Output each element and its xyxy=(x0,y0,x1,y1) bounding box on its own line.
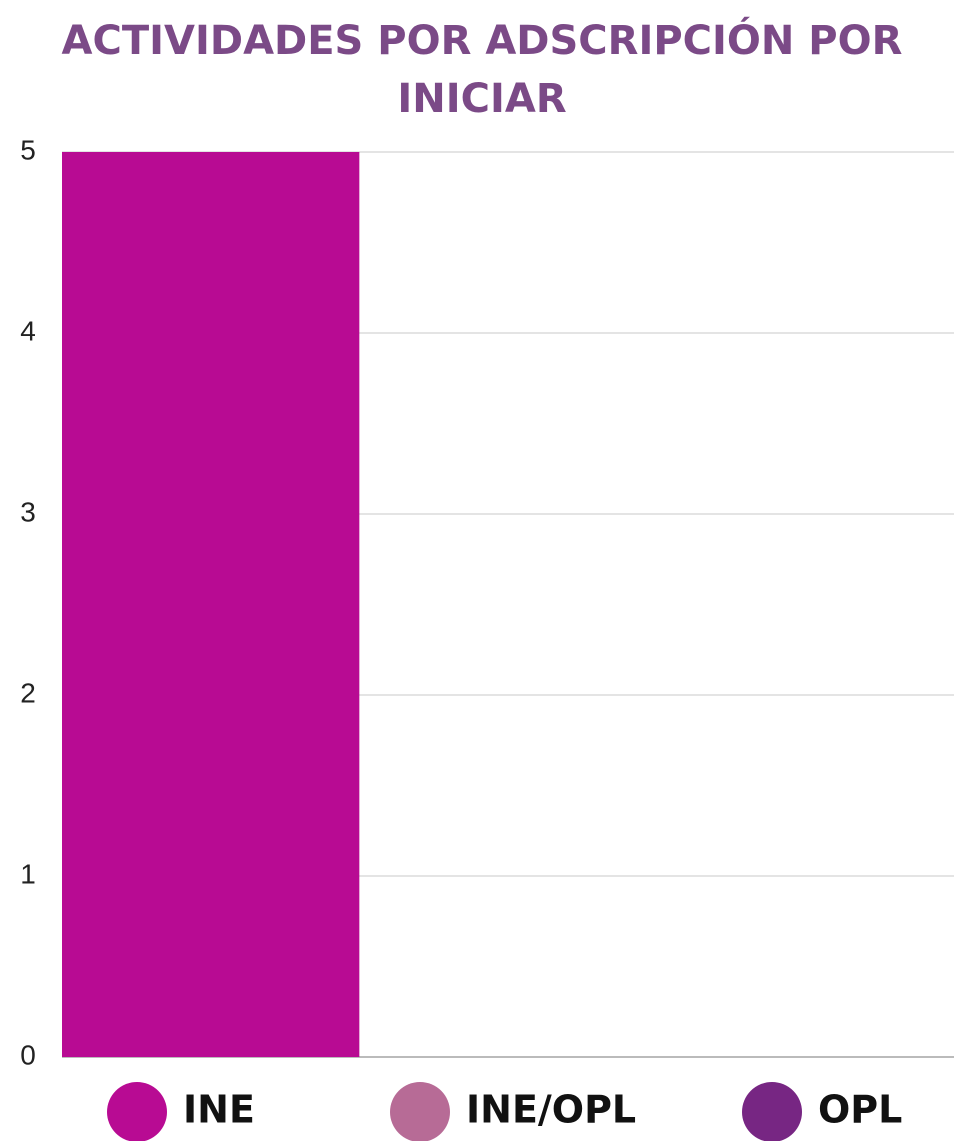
legend-label: INE/OPL xyxy=(466,1088,636,1132)
legend-swatch xyxy=(390,1082,450,1141)
y-tick-label: 0 xyxy=(20,1039,36,1070)
y-tick-label: 1 xyxy=(20,858,36,889)
legend-label: OPL xyxy=(818,1088,902,1132)
y-tick-label: 2 xyxy=(20,677,36,708)
chart-title: ACTIVIDADES POR ADSCRIPCIÓN POR INICIAR xyxy=(61,18,903,122)
y-tick-label: 4 xyxy=(20,315,36,346)
legend-swatch xyxy=(107,1082,167,1141)
legend-swatch xyxy=(742,1082,802,1141)
legend-label: INE xyxy=(183,1088,255,1132)
bar xyxy=(62,152,360,1057)
y-tick-label: 3 xyxy=(20,496,36,527)
y-tick-label: 5 xyxy=(20,134,36,165)
